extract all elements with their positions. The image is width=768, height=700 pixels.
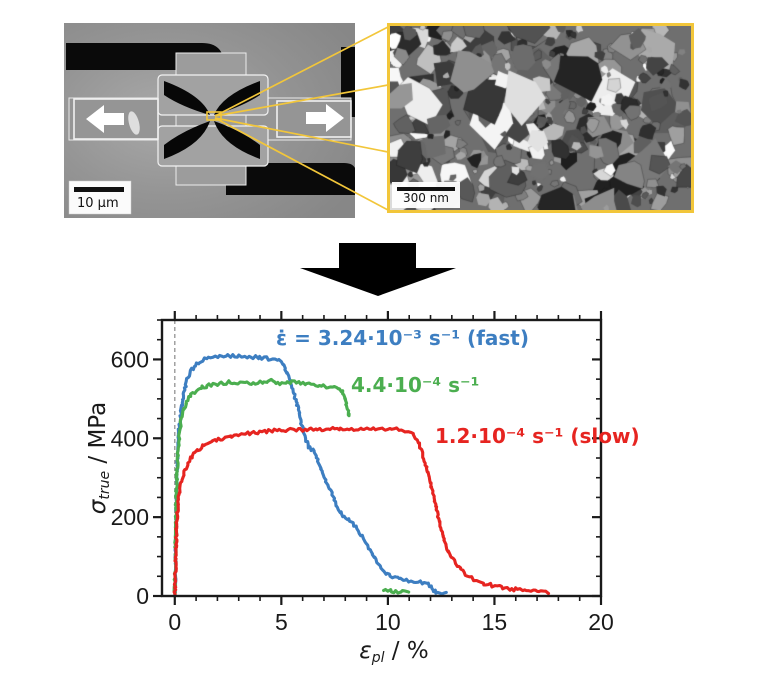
legend-fast-rate: ε̇ = 3.24·10⁻³ s⁻¹ (fast)	[276, 326, 529, 350]
y-axis-symbol: σ	[85, 499, 111, 515]
tem-scale-label: 300 nm	[402, 190, 449, 205]
svg-text:600: 600	[111, 346, 149, 372]
svg-text:15: 15	[482, 609, 508, 635]
sem-scale-bar: 10 µm	[68, 180, 132, 215]
x-axis-symbol: ε	[359, 638, 372, 664]
tem-scale-bar: 300 nm	[392, 182, 460, 208]
pull-left-arrow-icon	[86, 105, 124, 133]
y-axis-title: σtrue / MPa	[85, 402, 113, 514]
svg-text:10: 10	[375, 609, 401, 635]
sem-debris-particle	[128, 111, 140, 135]
x-axis-unit: / %	[384, 638, 429, 664]
tem-micrograph-panel: 300 nm	[387, 23, 694, 213]
svg-text:400: 400	[111, 425, 149, 451]
sem-scale-label: 10 µm	[77, 196, 119, 211]
svg-text:0: 0	[168, 609, 181, 635]
tem-scale-bar-line	[397, 186, 455, 191]
sem-left-grip	[73, 98, 159, 140]
tem-grain-texture	[390, 26, 691, 210]
svg-text:20: 20	[588, 609, 614, 635]
legend-slow-rate: 1.2·10⁻⁴ s⁻¹ (slow)	[435, 424, 640, 448]
y-axis-unit: / MPa	[85, 401, 111, 471]
legend-mid-rate: 4.4·10⁻⁴ s⁻¹	[351, 373, 480, 397]
sem-notch-top-left	[164, 81, 210, 115]
svg-text:200: 200	[111, 504, 149, 530]
svg-text:0: 0	[136, 583, 149, 609]
y-axis-subscript: true	[97, 470, 113, 500]
x-axis-subscript: pl	[371, 650, 385, 666]
sem-notch-bottom-left	[164, 121, 210, 159]
svg-text:5: 5	[275, 609, 288, 635]
x-axis-title: εpl / %	[359, 638, 428, 666]
